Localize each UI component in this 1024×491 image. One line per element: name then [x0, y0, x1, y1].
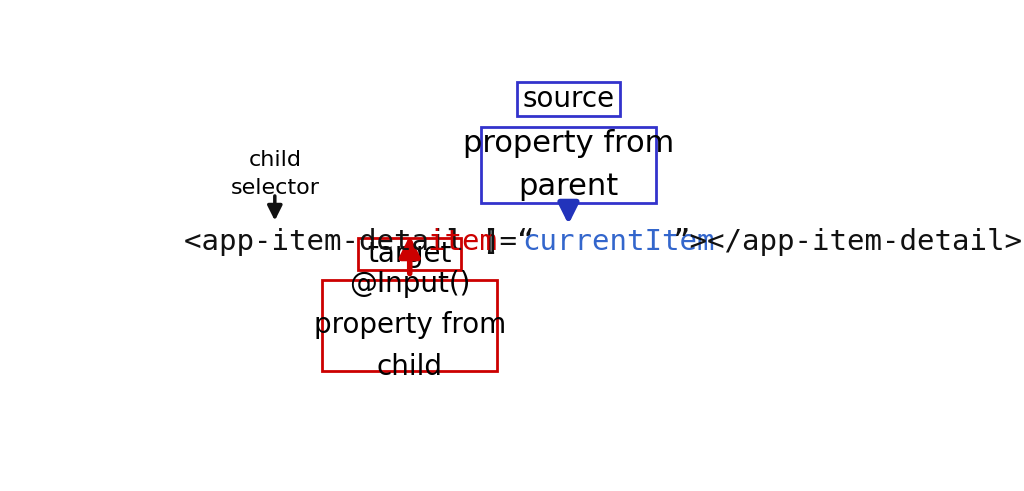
FancyBboxPatch shape	[323, 280, 497, 371]
Text: property from
parent: property from parent	[463, 129, 674, 201]
Text: <app-item-detail [: <app-item-detail [	[183, 228, 499, 256]
Text: source: source	[522, 84, 614, 112]
Text: child
selector: child selector	[230, 150, 319, 198]
Text: currentItem: currentItem	[522, 228, 715, 256]
Text: item: item	[428, 228, 498, 256]
FancyBboxPatch shape	[517, 82, 621, 116]
Text: @Input()
property from
child: @Input() property from child	[313, 270, 506, 381]
FancyBboxPatch shape	[481, 127, 655, 203]
FancyBboxPatch shape	[358, 238, 461, 270]
Text: ]=“: ]=“	[482, 228, 535, 256]
Text: target: target	[368, 240, 452, 268]
Text: ”></app-item-detail>: ”></app-item-detail>	[672, 228, 1022, 256]
